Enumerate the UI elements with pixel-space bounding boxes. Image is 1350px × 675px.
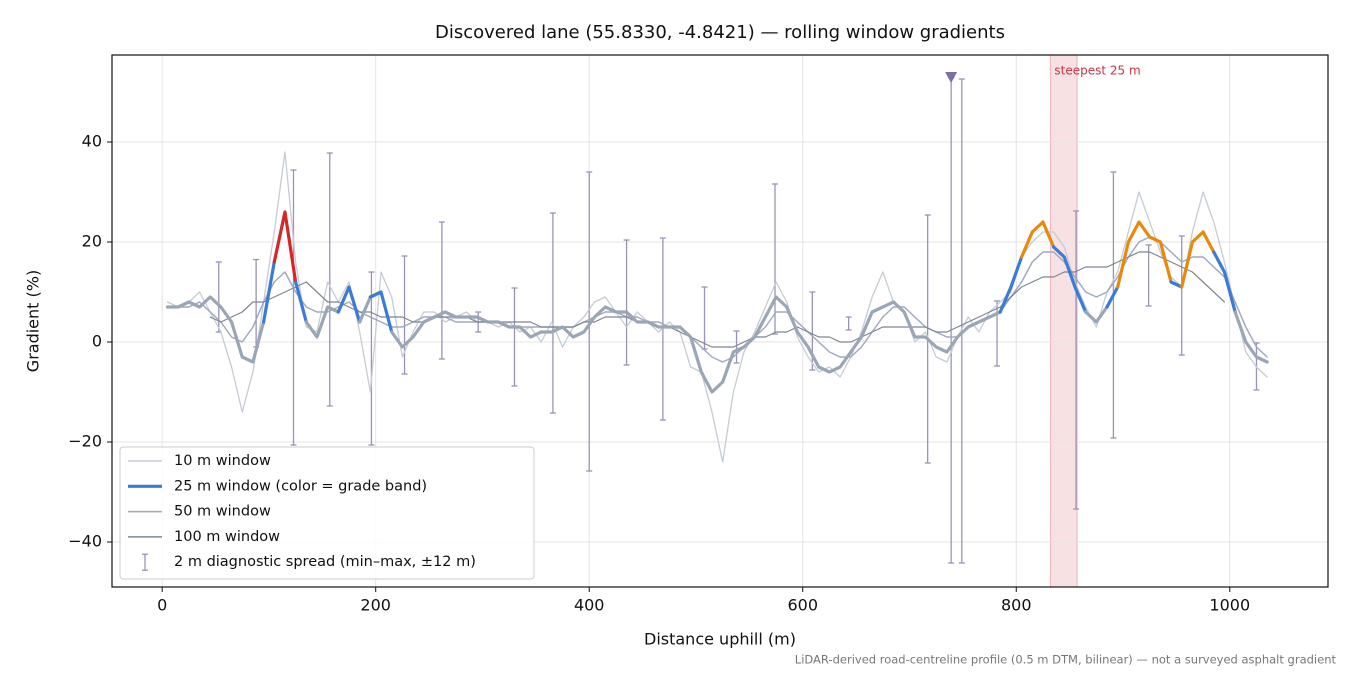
- plot-frame: [111, 54, 1329, 588]
- series-line: [1020, 220, 1056, 259]
- series-line: [166, 236, 1268, 363]
- y-tick-label: 40: [82, 132, 102, 151]
- series-line: [165, 295, 266, 364]
- legend-label: 100 m window: [174, 529, 280, 545]
- series-line: [304, 305, 340, 339]
- y-tick-label: −20: [68, 432, 102, 451]
- x-axis-label: Distance uphill (m): [644, 630, 796, 649]
- series-line: [1212, 250, 1237, 314]
- y-tick-label: 0: [92, 332, 102, 351]
- series-line: [262, 260, 276, 324]
- series-line: [1180, 230, 1216, 289]
- legend-label: 10 m window: [174, 453, 271, 469]
- series-line: [1116, 220, 1173, 289]
- x-tick-label: 1000: [1209, 596, 1250, 615]
- series-line: [390, 295, 1002, 394]
- series-line: [368, 290, 394, 334]
- x-tick-label: 800: [1001, 596, 1032, 615]
- y-axis-label: Gradient (%): [24, 270, 43, 372]
- legend-label: 50 m window: [174, 504, 271, 520]
- series-line: [1169, 280, 1184, 289]
- highlight-band: [1049, 54, 1078, 588]
- x-tick-label: 0: [157, 596, 167, 615]
- series-line: [209, 251, 1226, 348]
- marker: [945, 72, 958, 83]
- series-line: [358, 295, 372, 324]
- y-tick-label: −40: [68, 532, 102, 551]
- series-line: [1052, 245, 1088, 314]
- chart-title: Discovered lane (55.8330, -4.8421) — rol…: [435, 22, 1005, 43]
- series-line: [998, 255, 1024, 314]
- legend-label: 25 m window (color = grade band): [174, 478, 427, 494]
- x-tick-label: 400: [574, 596, 605, 615]
- footnote: LiDAR-derived road-centreline profile (0…: [795, 653, 1337, 667]
- x-tick-label: 600: [787, 596, 818, 615]
- x-tick-label: 200: [360, 596, 391, 615]
- y-tick-label: 20: [82, 232, 102, 251]
- series-line: [1233, 310, 1269, 364]
- series-line: [1084, 305, 1109, 324]
- series-line: [336, 285, 362, 324]
- series-line: [294, 280, 308, 324]
- highlight-label: steepest 25 m: [1054, 64, 1140, 78]
- series-line: [272, 210, 298, 284]
- series-line: [1105, 285, 1120, 309]
- legend-box: [119, 446, 535, 580]
- legend-label: 2 m diagnostic spread (min–max, ±12 m): [174, 554, 476, 570]
